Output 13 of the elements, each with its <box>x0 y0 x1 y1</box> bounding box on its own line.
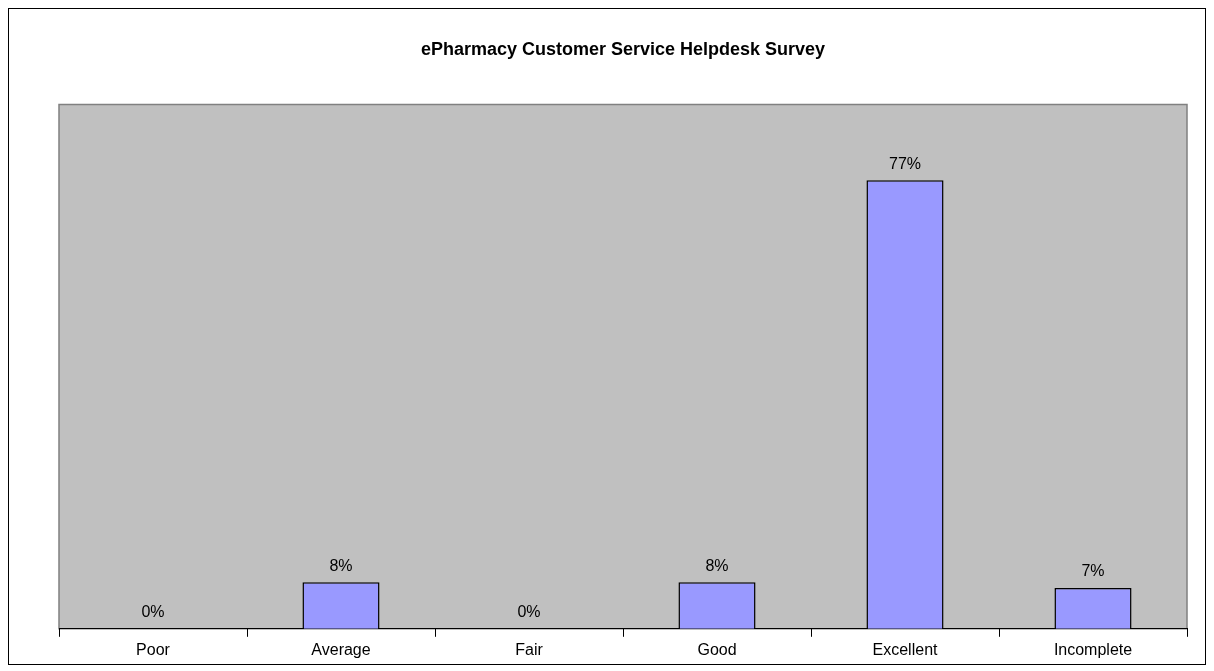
x-tick-label: Good <box>697 640 737 658</box>
data-label: 8% <box>329 556 353 574</box>
chart-title: ePharmacy Customer Service Helpdesk Survey <box>420 38 826 59</box>
x-tick-label: Fair <box>515 640 544 658</box>
x-tick-label: Poor <box>136 640 171 658</box>
x-tick-label: Incomplete <box>1053 640 1133 658</box>
data-label: 0% <box>517 603 541 621</box>
x-tick-label: Average <box>311 640 371 658</box>
data-label: 8% <box>705 556 729 574</box>
data-label: 0% <box>141 603 165 621</box>
x-tick-label: Excellent <box>872 640 939 658</box>
data-label: 7% <box>1081 562 1105 580</box>
data-label: 77% <box>888 154 922 172</box>
